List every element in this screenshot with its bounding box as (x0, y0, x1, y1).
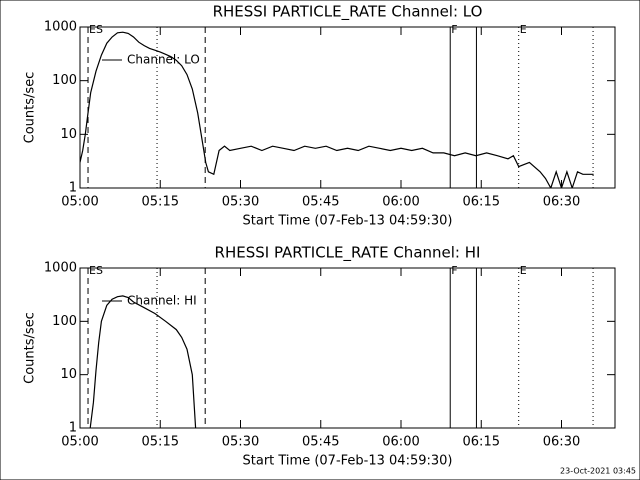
legend-label: Channel: LO (127, 53, 200, 67)
y-tick-label: 1000 (44, 20, 77, 35)
x-tick-label: 06:15 (463, 195, 500, 210)
x-tick-label: 05:30 (222, 435, 259, 450)
event-label: F (451, 264, 457, 277)
y-tick-label: 1 (69, 181, 77, 196)
event-label: E (520, 264, 527, 277)
y-axis-label: Counts/sec (23, 312, 38, 384)
data-line (80, 31, 594, 188)
x-tick-label: 05:15 (142, 435, 179, 450)
x-tick-label: 05:00 (61, 435, 98, 450)
x-tick-label: 06:30 (543, 435, 580, 450)
chart-title: RHESSI PARTICLE_RATE Channel: LO (213, 3, 483, 22)
x-axis-label: Start Time (07-Feb-13 04:59:30) (243, 214, 453, 229)
x-tick-label: 06:15 (463, 435, 500, 450)
x-tick-label: 06:30 (543, 195, 580, 210)
y-axis-label: Counts/sec (23, 72, 38, 144)
plot-frame (79, 26, 616, 189)
event-label: E (520, 23, 527, 36)
event-label: F (451, 23, 457, 36)
x-tick-label: 05:45 (302, 195, 339, 210)
x-tick-label: 05:30 (222, 195, 259, 210)
footer: 23-Oct-2021 03:45 (560, 467, 636, 476)
x-tick-label: 05:00 (61, 195, 98, 210)
y-tick-label: 10 (60, 367, 77, 382)
x-tick-label: 06:00 (382, 435, 419, 450)
x-tick-label: 05:15 (142, 195, 179, 210)
y-tick-label: 100 (52, 73, 77, 88)
x-tick-label: 05:45 (302, 435, 339, 450)
x-tick-label: 06:00 (382, 195, 419, 210)
legend-label: Channel: HI (127, 294, 197, 308)
y-tick-label: 1000 (44, 261, 77, 276)
data-line (89, 295, 197, 428)
chart-title: RHESSI PARTICLE_RATE Channel: HI (215, 244, 481, 263)
plot-frame (79, 267, 616, 429)
y-tick-label: 1 (69, 421, 77, 436)
y-tick-label: 100 (52, 314, 77, 329)
x-axis-label: Start Time (07-Feb-13 04:59:30) (243, 454, 453, 469)
event-label: ES (89, 264, 103, 277)
y-tick-label: 10 (60, 127, 77, 142)
event-label: ES (89, 23, 103, 36)
